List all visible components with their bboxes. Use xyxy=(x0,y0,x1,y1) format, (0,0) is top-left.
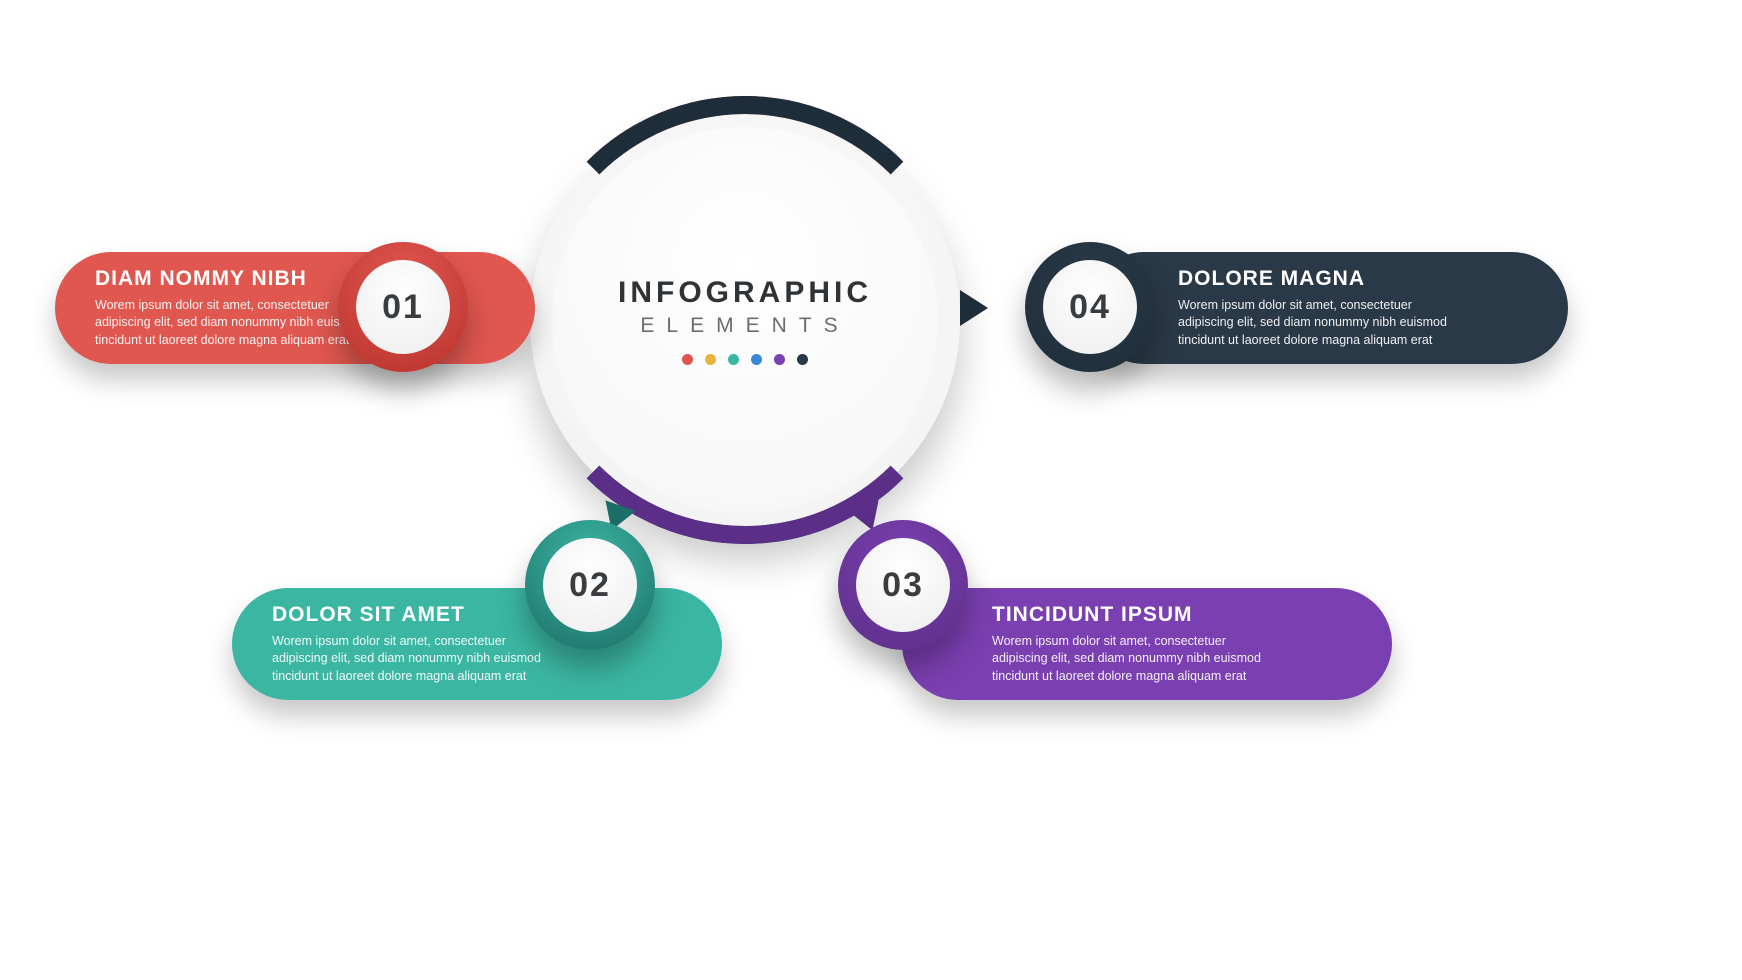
item-title: DOLOR SIT AMET xyxy=(272,603,465,627)
badge-inner: 02 xyxy=(543,538,637,632)
badge-number: 02 xyxy=(569,566,611,605)
hub-inner: INFOGRAPHIC ELEMENTS xyxy=(552,127,938,513)
hub-circle: INFOGRAPHIC ELEMENTS xyxy=(530,105,960,535)
item-badge-03: 03 xyxy=(838,520,968,650)
hub-dot xyxy=(797,354,808,365)
hub-dot xyxy=(774,354,785,365)
badge-inner: 01 xyxy=(356,260,450,354)
badge-number: 04 xyxy=(1069,288,1111,327)
hub-dot xyxy=(705,354,716,365)
item-title: TINCIDUNT IPSUM xyxy=(992,603,1193,627)
infographic-stage: INFOGRAPHIC ELEMENTS DIAM NOMMY NIBH Wor… xyxy=(0,0,1742,980)
item-body: Worem ipsum dolor sit amet, consectetuer… xyxy=(1178,297,1448,350)
item-title: DOLORE MAGNA xyxy=(1178,267,1365,291)
item-pill-03: TINCIDUNT IPSUM Worem ipsum dolor sit am… xyxy=(902,588,1392,700)
hub-dot xyxy=(751,354,762,365)
hub-dots xyxy=(682,354,808,365)
hub-title: INFOGRAPHIC xyxy=(618,276,872,310)
hub-dot xyxy=(728,354,739,365)
hub-dot xyxy=(682,354,693,365)
item-badge-04: 04 xyxy=(1025,242,1155,372)
item-body: Worem ipsum dolor sit amet, consectetuer… xyxy=(95,297,365,350)
item-title: DIAM NOMMY NIBH xyxy=(95,267,307,291)
item-body: Worem ipsum dolor sit amet, consectetuer… xyxy=(272,633,542,686)
hub-subtitle: ELEMENTS xyxy=(640,314,849,338)
badge-inner: 04 xyxy=(1043,260,1137,354)
badge-number: 03 xyxy=(882,566,924,605)
badge-inner: 03 xyxy=(856,538,950,632)
item-body: Worem ipsum dolor sit amet, consectetuer… xyxy=(992,633,1262,686)
item-badge-02: 02 xyxy=(525,520,655,650)
item-badge-01: 01 xyxy=(338,242,468,372)
hub-pointer-right xyxy=(960,290,988,326)
item-pill-04: DOLORE MAGNA Worem ipsum dolor sit amet,… xyxy=(1088,252,1568,364)
badge-number: 01 xyxy=(382,288,424,327)
